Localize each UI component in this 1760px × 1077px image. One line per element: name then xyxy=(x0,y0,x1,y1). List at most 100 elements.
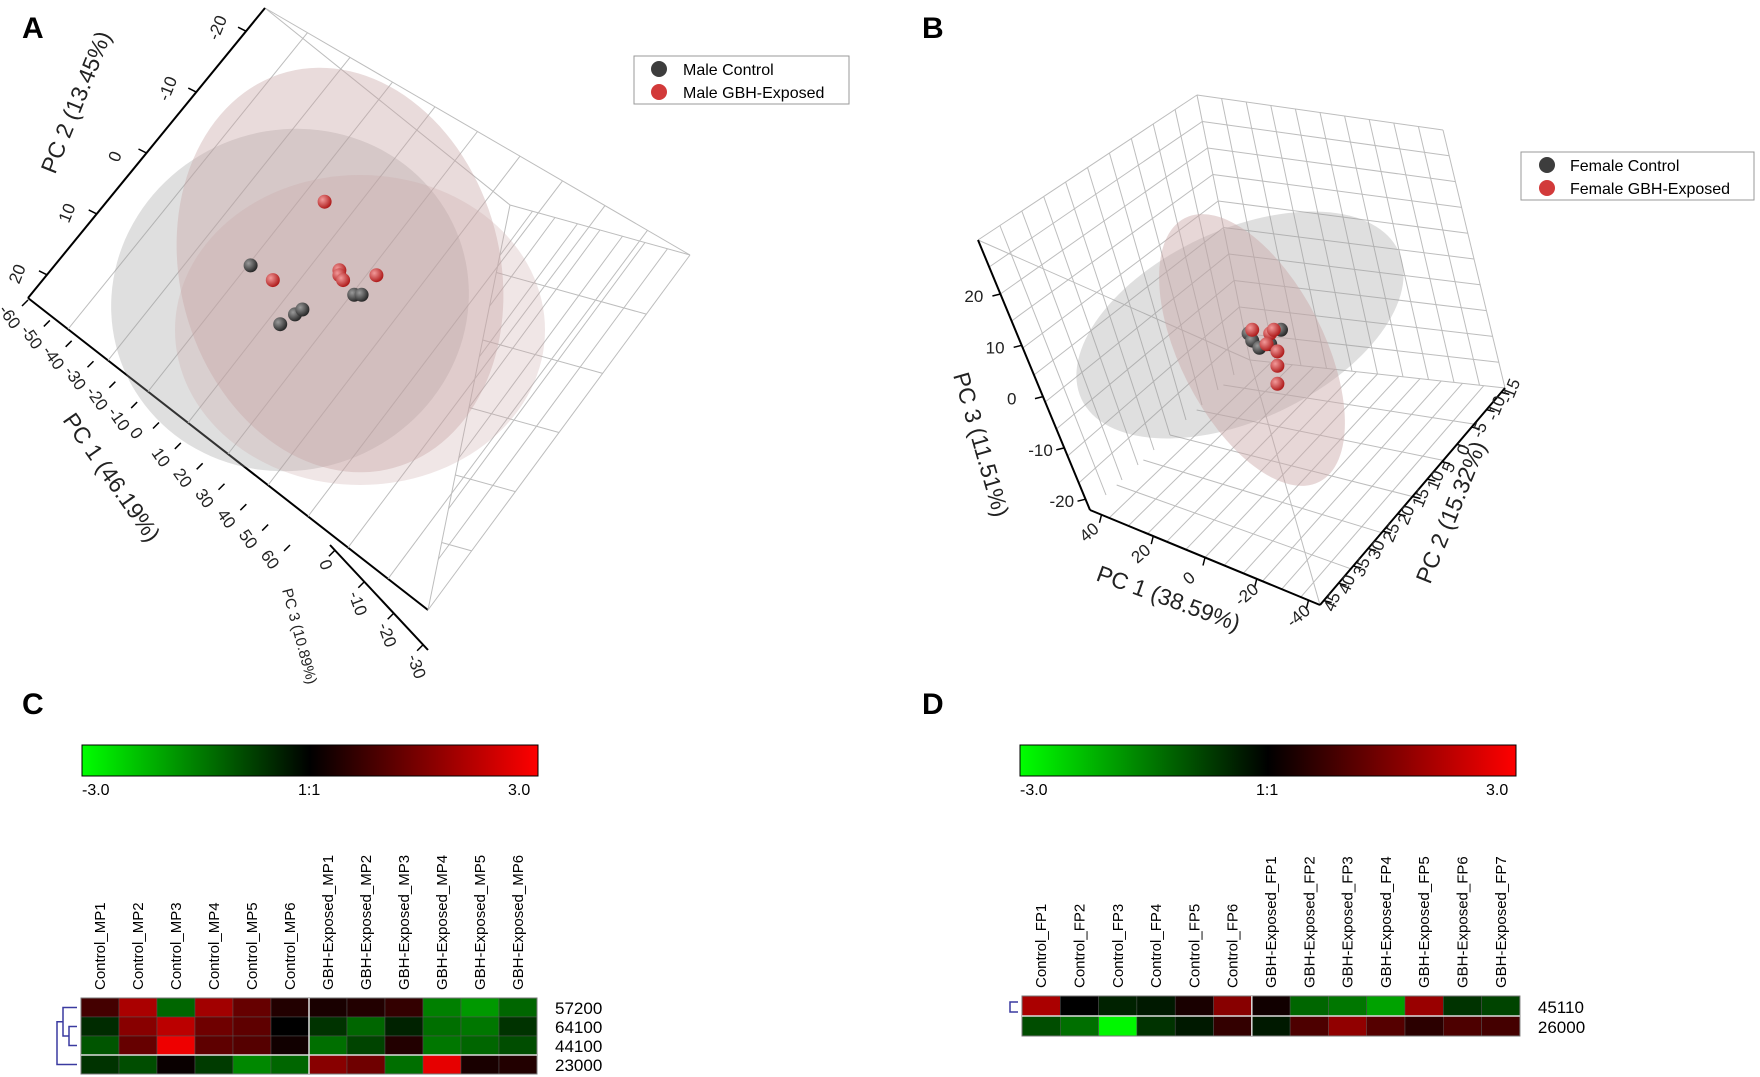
heatmap-cell xyxy=(460,1016,500,1037)
heatmap-cell xyxy=(422,997,462,1018)
heatmap-cell xyxy=(308,1016,348,1037)
heatmap-row-label: 64100 xyxy=(555,1018,602,1037)
pc1-tick-label-male: -50 xyxy=(17,322,47,353)
heatmap-row-label: 26000 xyxy=(1538,1018,1585,1037)
pc3-tick-mark-female xyxy=(1056,447,1065,451)
heatmap-cell xyxy=(194,1054,234,1075)
heatmap-cell xyxy=(1174,995,1214,1017)
heatmap-cell xyxy=(156,997,196,1018)
heatmap-cell xyxy=(80,1054,120,1075)
heatmap-column-label: GBH-Exposed_FP4 xyxy=(1378,856,1395,988)
heatmap-cell xyxy=(80,1016,120,1037)
heatmap-cell xyxy=(1136,1015,1176,1037)
heatmap-cell xyxy=(270,1035,310,1056)
heatmap-column-label: GBH-Exposed_MP6 xyxy=(510,855,527,990)
point-male-control xyxy=(354,287,369,302)
heatmap-cell xyxy=(1213,1015,1253,1037)
pc1-tick-mark-male xyxy=(196,462,204,470)
legend-label-male-exposed: Male GBH-Exposed xyxy=(683,85,824,102)
heatmap-cell xyxy=(118,1035,158,1056)
pc1-tick-mark-female xyxy=(1254,578,1258,588)
heatmap-cell xyxy=(1481,1015,1521,1037)
point-female-exposed xyxy=(1270,358,1285,373)
pc1-tick-mark-male xyxy=(239,503,247,511)
legend-box-male xyxy=(633,55,850,105)
heatmap-cell xyxy=(80,1035,120,1056)
pc1-tick-label-female: 20 xyxy=(1128,540,1155,567)
heatmap-column-label: Control_MP3 xyxy=(168,902,185,990)
colorbar-mid-label: 1:1 xyxy=(1256,782,1278,799)
pc1-tick-mark-male xyxy=(283,544,291,552)
point-female-exposed xyxy=(1266,322,1281,337)
heatmap-cell xyxy=(194,1035,234,1056)
heatmap-cell xyxy=(194,997,234,1018)
point-male-control xyxy=(273,317,288,332)
heatmap-column-label: GBH-Exposed_FP6 xyxy=(1454,856,1471,988)
pc2-tick-label-female: -5 xyxy=(1468,419,1491,440)
heatmap-cell xyxy=(1060,1015,1099,1037)
ellipse-male-control xyxy=(111,128,469,472)
pc1-tick-label-male: 10 xyxy=(148,444,174,470)
pc1-tick-mark-female xyxy=(1202,557,1206,566)
heatmap-column-label: GBH-Exposed_MP3 xyxy=(396,855,413,990)
pc3-tick-mark-female xyxy=(992,293,1001,297)
heatmap-column-label: Control_MP6 xyxy=(282,902,299,990)
heatmap-cell xyxy=(422,1035,462,1056)
legend-label-male-control: Male Control xyxy=(683,62,774,79)
colorbar-gradient xyxy=(81,744,539,777)
pc2-axis-title-female: PC 2 (15.32%) xyxy=(1411,437,1492,587)
heatmap-cell xyxy=(1021,995,1061,1017)
heatmap-cell xyxy=(156,1035,196,1056)
pca-grid-female xyxy=(988,98,1499,598)
points-male xyxy=(243,194,384,332)
heatmap-cell xyxy=(80,997,120,1018)
pc2-tick-mark-female xyxy=(1456,443,1466,448)
heatmap-cell xyxy=(232,1035,272,1056)
pc3-tick-label-male: 0 xyxy=(315,557,336,572)
pc3-tick-mark-male xyxy=(328,549,336,557)
heatmap-column-label: Control_MP5 xyxy=(244,902,261,990)
heatmap-cell xyxy=(498,997,538,1018)
pc1-tick-label-male: -60 xyxy=(0,301,24,332)
pc3-tick-label-male: -30 xyxy=(403,652,429,682)
heatmap-column-label: GBH-Exposed_FP5 xyxy=(1416,856,1433,988)
pc2-tick-mark-male xyxy=(38,270,48,276)
heatmap-column-label: GBH-Exposed_FP2 xyxy=(1301,856,1318,988)
heatmap-cell xyxy=(270,997,310,1018)
heatmap-cell xyxy=(384,1016,424,1037)
heatmap-cell xyxy=(270,1016,310,1037)
heatmap-column-label: GBH-Exposed_FP3 xyxy=(1340,856,1357,988)
ellipse-male-exposed-2 xyxy=(175,175,545,485)
colorbar-gradient xyxy=(1019,744,1517,777)
heatmap-row-label: 45110 xyxy=(1538,998,1584,1017)
heatmap-cell xyxy=(1251,995,1291,1017)
heatmap-column-label: Control_MP4 xyxy=(206,902,223,990)
heatmap-cell xyxy=(1328,995,1367,1017)
heatmap-cell xyxy=(346,1035,386,1056)
heatmap-column-label: Control_MP2 xyxy=(130,902,147,990)
point-male-exposed xyxy=(369,268,384,283)
heatmap-cell xyxy=(384,997,424,1018)
colorbar-max-label: 3.0 xyxy=(508,782,530,799)
pc1-tick-label-male: 60 xyxy=(257,546,283,572)
pc2-tick-mark-female xyxy=(1367,547,1377,552)
dendrogram-branch xyxy=(62,1006,77,1037)
dendrogram-branch xyxy=(56,1021,77,1066)
legend-marker-female-exposed xyxy=(1539,180,1555,196)
pc2-tick-mark-female xyxy=(1427,478,1436,482)
legend-label-female-control: Female Control xyxy=(1570,158,1679,175)
heatmap-cell xyxy=(422,1054,462,1075)
heatmap-column-label: Control_FP1 xyxy=(1033,904,1050,988)
pc2-tick-mark-female xyxy=(1382,530,1392,534)
colorbar-female: -3.0 1:1 3.0 xyxy=(1019,744,1517,799)
heatmap-cell xyxy=(384,1054,424,1075)
heatmap-column-label: Control_FP3 xyxy=(1110,904,1127,988)
heatmap-cell xyxy=(460,1054,500,1075)
heatmap-cell xyxy=(1021,1015,1061,1037)
heatmap-female: -3.0 1:1 3.0 Control_FP1 Control_FP2 Control… xyxy=(1009,744,1585,1037)
heatmap-column-label: Control_FP4 xyxy=(1148,904,1165,988)
heatmap-cell xyxy=(384,1035,424,1056)
pc1-tick-label-female: -40 xyxy=(1283,601,1314,631)
heatmap-cell xyxy=(308,1035,348,1056)
ellipse-female-exposed xyxy=(1159,214,1345,486)
